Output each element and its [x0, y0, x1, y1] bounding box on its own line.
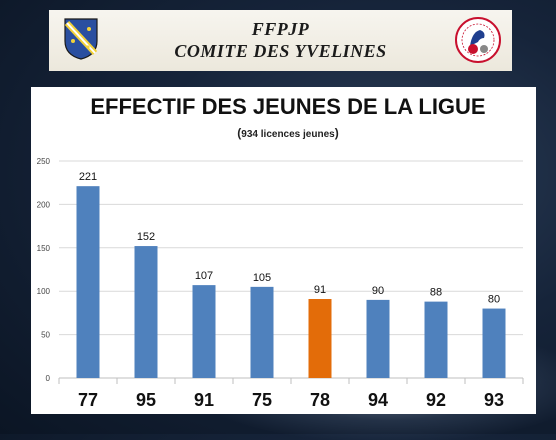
x-tick-label: 93 — [484, 390, 504, 410]
chart-title: EFFECTIF DES JEUNES DE LA LIGUE — [90, 94, 485, 119]
x-tick-label: 78 — [310, 390, 330, 410]
x-tick-label: 75 — [252, 390, 272, 410]
y-tick-label: 100 — [37, 287, 51, 296]
chart-subtitle-open-paren: ( — [237, 126, 241, 140]
x-tick-label: 92 — [426, 390, 446, 410]
x-tick-label: 95 — [136, 390, 156, 410]
data-label: 88 — [430, 287, 442, 299]
bar — [192, 285, 216, 378]
y-tick-label: 150 — [37, 244, 51, 253]
x-tick-label: 77 — [78, 390, 98, 410]
bar — [366, 299, 390, 378]
chart-subtitle-text: 934 licences jeunes — [241, 129, 335, 140]
data-label: 80 — [488, 294, 500, 306]
data-label: 91 — [314, 284, 326, 296]
petanque-federation-logo-icon — [455, 17, 501, 63]
bar — [482, 308, 506, 378]
header-banner: FFPJP COMITE DES YVELINES — [49, 10, 512, 71]
x-tick-label: 91 — [194, 390, 214, 410]
bar — [134, 246, 158, 378]
header-title-ffpjp: FFPJP — [251, 19, 310, 39]
header-title-comite: COMITE DES YVELINES — [174, 41, 387, 61]
data-label: 107 — [195, 270, 213, 282]
yvelines-coat-of-arms-icon — [64, 18, 98, 60]
bar — [308, 299, 332, 378]
bar — [424, 301, 448, 378]
data-label: 105 — [253, 272, 271, 284]
y-tick-label: 200 — [37, 200, 51, 209]
bar — [250, 286, 274, 378]
data-label: 90 — [372, 285, 384, 297]
y-tick-label: 0 — [46, 374, 51, 383]
data-label: 221 — [79, 171, 97, 183]
chart-subtitle-close-paren: ) — [335, 126, 339, 140]
y-tick-label: 50 — [41, 331, 50, 340]
chart-panel: EFFECTIF DES JEUNES DE LA LIGUE (934 lic… — [31, 87, 536, 414]
bar — [76, 186, 100, 378]
bar-chart: EFFECTIF DES JEUNES DE LA LIGUE (934 lic… — [37, 94, 524, 410]
x-tick-label: 94 — [368, 390, 388, 410]
y-tick-label: 250 — [37, 157, 51, 166]
chart-subtitle: (934 licences jeunes) — [237, 126, 338, 140]
data-label: 152 — [137, 231, 155, 243]
